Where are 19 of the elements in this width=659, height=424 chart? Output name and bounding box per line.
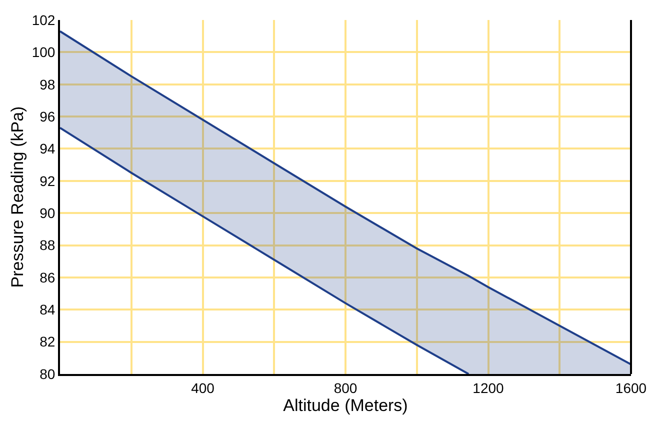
line-series [60,126,470,374]
y-tick-label: 94 [40,140,56,157]
y-tick-label: 98 [40,76,56,92]
y-tick-label: 88 [40,237,56,254]
y-tick-label: 92 [40,172,56,189]
y-tick-label: 96 [40,108,56,124]
x-tick-label: 800 [334,380,358,396]
x-axis-title: Altitude (Meters) [283,396,408,415]
y-axis-title: Pressure Reading (kPa) [8,106,27,288]
y-tick-label: 102 [32,12,56,28]
y-tick-label: 82 [40,334,56,350]
y-tick-label: 80 [40,366,56,382]
y-tick-label: 84 [40,302,56,318]
x-tick-label: 1600 [615,380,647,396]
y-tick-label: 86 [40,269,56,286]
y-tick-label: 100 [32,44,56,60]
y-tick-label: 90 [40,204,56,221]
x-tick-label: 400 [191,380,215,396]
x-tick-label: 1200 [472,380,504,396]
